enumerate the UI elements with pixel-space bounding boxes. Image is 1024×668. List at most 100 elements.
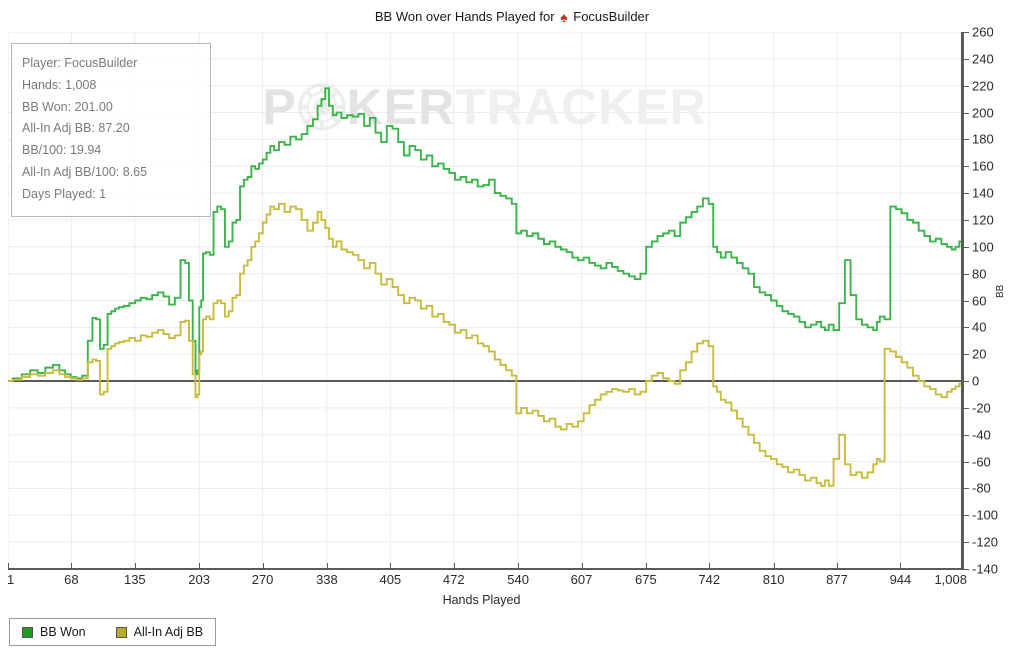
y-axis-tick	[961, 58, 969, 60]
y-axis-tick	[961, 273, 969, 275]
x-axis-tick-label: 1,008	[934, 572, 967, 587]
y-axis-tick-label: 120	[972, 212, 994, 228]
y-axis-tick	[961, 193, 969, 195]
y-axis-tick-label: 160	[972, 158, 994, 174]
legend-item-all-in-adj-bb[interactable]: All-In Adj BB	[115, 625, 204, 639]
x-axis-tick	[709, 563, 711, 570]
stat-bb-won: BB Won: 201.00	[22, 99, 113, 114]
x-axis-tick	[518, 563, 520, 570]
x-axis-tick	[900, 563, 902, 570]
x-axis-tick	[262, 563, 264, 570]
y-axis-tick-label: -120	[972, 534, 999, 550]
y-axis-tick-label: 60	[972, 293, 987, 308]
y-axis-tick-label: 240	[972, 51, 994, 67]
title-player-name: FocusBuilder	[573, 9, 650, 24]
legend-label-all-in-adj-bb: All-In Adj BB	[133, 625, 204, 639]
y-axis-tick	[961, 32, 969, 33]
y-axis-tick-label: 200	[972, 105, 994, 121]
x-axis-tick-label: 405	[379, 572, 402, 587]
y-axis-tick-label: -40	[972, 427, 991, 443]
y-axis-tick	[961, 300, 969, 302]
stat-all-in-adj-bb: All-In Adj BB: 87.20	[22, 121, 130, 136]
y-axis-tick-label: 180	[972, 131, 994, 147]
y-axis-tick	[961, 219, 969, 221]
y-axis-tick	[961, 139, 969, 141]
y-axis-tick-label: -80	[972, 480, 991, 496]
x-axis-tick	[199, 563, 201, 570]
y-axis-tick	[961, 85, 969, 87]
y-axis-tick	[961, 461, 969, 463]
y-axis-tick	[961, 381, 969, 383]
stat-hands: Hands: 1,008	[22, 77, 97, 92]
y-axis-tick-label: -20	[972, 400, 991, 416]
x-axis-tick-label: 203	[188, 572, 211, 587]
y-axis-tick-label: -100	[972, 507, 999, 523]
y-axis-tick-label: 140	[972, 185, 994, 201]
legend: BB Won All-In Adj BB	[9, 618, 217, 646]
y-axis-tick-label: 100	[972, 239, 994, 255]
x-axis-tick-label: 270	[251, 572, 274, 587]
x-axis-tick	[326, 563, 328, 570]
y-axis-tick	[961, 327, 969, 329]
y-axis-tick-label: 20	[972, 346, 987, 362]
x-axis-tick-label: 675	[634, 572, 657, 587]
y-axis-tick	[961, 354, 969, 356]
x-axis-tick	[8, 563, 9, 570]
title-prefix: BB Won over Hands Played for	[374, 9, 555, 24]
legend-label-bb-won: BB Won	[40, 625, 86, 639]
y-axis-tick-label: 40	[972, 319, 987, 335]
x-axis-tick-label: 742	[698, 572, 721, 587]
legend-swatch-bb-won	[22, 626, 33, 638]
x-axis-tick-label: 1	[7, 572, 15, 587]
y-axis-tick-label: 260	[972, 24, 994, 40]
y-axis-tick-label: 220	[972, 78, 994, 94]
x-axis-tick	[645, 563, 647, 570]
y-axis-tick	[961, 488, 969, 490]
x-axis-tick	[837, 563, 839, 570]
x-axis-tick-label: 338	[316, 572, 338, 587]
x-axis-tick-label: 472	[442, 572, 465, 587]
x-axis-tick-label: 877	[826, 572, 848, 587]
line-bb-won	[8, 88, 961, 381]
x-axis-tick	[581, 563, 583, 570]
series-lines	[8, 32, 961, 569]
y-axis-tick	[961, 569, 969, 570]
x-axis-title: Hands Played	[442, 593, 521, 607]
stat-days-played: Days Played: 1	[22, 186, 107, 201]
legend-item-bb-won[interactable]: BB Won	[22, 625, 86, 639]
x-axis-tick	[390, 563, 392, 570]
stat-all-in-adj-bb-100: All-In Adj BB/100: 8.65	[22, 164, 148, 179]
player-stats-box: Player: FocusBuilder Hands: 1,008 BB Won…	[11, 43, 211, 217]
x-axis-tick-label: 135	[123, 572, 146, 587]
y-axis-tick	[961, 407, 969, 409]
x-axis-tick	[71, 563, 73, 570]
x-axis-tick-label: 607	[570, 572, 593, 587]
legend-swatch-all-in-adj-bb	[115, 626, 127, 638]
x-axis-line	[8, 568, 964, 570]
x-axis-tick	[773, 563, 775, 570]
y-axis-tick-label: -140	[972, 561, 999, 577]
y-axis-tick-label: 80	[972, 266, 987, 282]
x-axis-tick-label: 68	[64, 572, 79, 587]
x-axis-tick-label: 540	[507, 572, 529, 587]
stat-bb-per-100: BB/100: 19.94	[22, 143, 102, 158]
page-title: BB Won over Hands Played for ♠ FocusBuil…	[0, 9, 1024, 25]
y-axis-title: BB	[995, 284, 1006, 298]
y-axis-tick	[961, 166, 969, 168]
spade-icon: ♠	[560, 9, 568, 25]
y-axis-tick	[961, 515, 969, 517]
x-axis-tick-label: 944	[889, 572, 912, 587]
y-axis-tick	[961, 542, 969, 544]
y-axis-tick-label: 0	[972, 373, 980, 389]
y-axis-tick	[961, 246, 969, 248]
x-axis-tick	[134, 563, 136, 570]
x-axis-tick-label: 810	[762, 572, 785, 587]
y-axis-tick-label: -60	[972, 454, 991, 470]
line-all-in-adj-bb	[8, 204, 961, 486]
y-axis-tick	[961, 434, 969, 436]
x-axis-tick	[961, 563, 962, 570]
y-axis-tick	[961, 112, 969, 114]
stat-player: Player: FocusBuilder	[22, 56, 138, 70]
x-axis-tick	[453, 563, 455, 570]
